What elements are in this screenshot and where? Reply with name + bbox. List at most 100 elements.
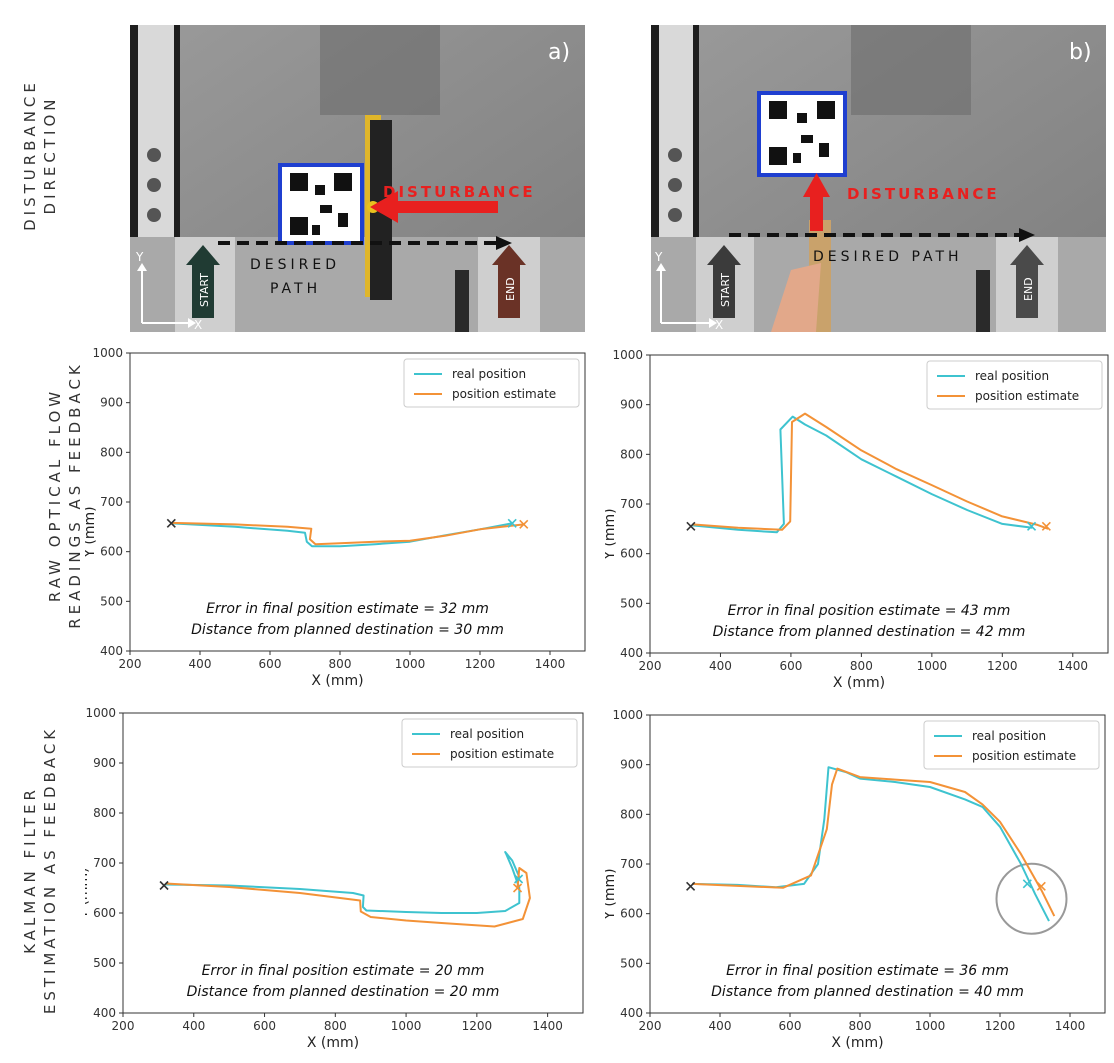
y-tick-label: 1000 (612, 708, 643, 722)
desired-path-label: DESIRED PATH (813, 249, 963, 265)
x-axis-label: X (mm) (307, 1035, 359, 1051)
position-estimate-line (165, 867, 531, 928)
y-tick-label: 800 (620, 447, 643, 461)
x-tick-label: 1000 (395, 657, 426, 671)
x-tick-label: 400 (709, 659, 732, 673)
endpoint-marker (159, 880, 169, 891)
y-tick-label: 1000 (92, 346, 123, 360)
x-tick-label: 200 (112, 1019, 135, 1033)
x-tick-label: 400 (182, 1019, 205, 1033)
endpoint-marker (1036, 881, 1046, 891)
axis-x-indicator: X (194, 318, 202, 332)
y-tick-label: 700 (620, 857, 643, 871)
endpoint-marker (507, 518, 517, 528)
legend-label: position estimate (972, 749, 1076, 763)
x-tick-label: 600 (259, 657, 282, 671)
photo-b: DISTURBANCE DESIRED PATH START END Y X b… (651, 25, 1106, 332)
y-tick-label: 400 (100, 644, 123, 658)
plot-raw-a: 200 400 600 800 1000 1200 1400 400 500 600 700 800 9… (82, 343, 595, 703)
x-tick-label: 800 (324, 1019, 347, 1033)
marker-stroke (507, 518, 517, 528)
row-label-line1: RAW OPTICAL FLOW (46, 387, 64, 603)
marker-stroke (1026, 521, 1037, 531)
y-tick-label: 1000 (85, 706, 116, 720)
y-tick-label: 700 (620, 497, 643, 511)
real-position-line (691, 766, 1050, 922)
x-tick-label: 1200 (462, 1019, 493, 1033)
marker-stroke (166, 518, 176, 528)
end-label: END (1022, 277, 1035, 301)
legend-label: position estimate (452, 387, 556, 401)
chart-raw-optical-flow-b: 200 400 600 800 1000 1200 14004005006007008009… (602, 348, 1109, 691)
disturbance-label: DISTURBANCE (383, 183, 536, 201)
y-tick-label: 900 (620, 758, 643, 772)
y-tick-label: 400 (620, 1006, 643, 1020)
row-label-line2: ESTIMATION AS FEEDBACK (41, 725, 59, 1015)
annotation-text: Distance from planned destination = 20 m… (187, 984, 500, 1000)
desired-path-label-line1: DESIRED (250, 257, 340, 273)
highlight-circle (995, 862, 1068, 935)
panel-label-b: b) (1069, 40, 1092, 65)
legend-label: real position (450, 727, 524, 741)
marker-stroke (512, 883, 523, 893)
x-tick-label: 600 (253, 1019, 276, 1033)
marker-stroke (1022, 879, 1032, 889)
annotation-text: Distance from planned destination = 42 m… (713, 624, 1026, 640)
x-tick-label: 1000 (917, 659, 948, 673)
x-tick-label: 1000 (391, 1019, 422, 1033)
marker-stroke (686, 881, 696, 891)
marker-stroke (686, 521, 696, 531)
endpoint-marker (686, 521, 696, 531)
legend-box (403, 358, 580, 408)
plot-kalman-a: 200 400 600 800 1000 1200 1400 400 500 600 700 800 9… (75, 703, 595, 1063)
photo-a-scene: DISTURBANCE DESIRED PATH START END Y X a… (130, 25, 585, 332)
axis-y-indicator: Y (135, 250, 144, 264)
x-tick-label: 1000 (915, 1019, 946, 1033)
y-tick-label: 500 (93, 956, 116, 970)
x-tick-label: 600 (779, 659, 802, 673)
y-tick-label: 400 (620, 646, 643, 660)
x-axis-label: X (mm) (831, 1035, 883, 1051)
y-tick-label: 800 (93, 806, 116, 820)
annotation-text: Error in final position estimate = 43 mm (728, 603, 1011, 619)
legend-box (923, 720, 1100, 770)
marker-stroke (159, 880, 169, 891)
y-tick-label: 500 (100, 594, 123, 608)
marker-stroke (514, 874, 524, 884)
x-tick-label: 1400 (532, 1019, 563, 1033)
chart-kalman-filter-a: 200 400 600 800 1000 1200 14004005006007008009… (75, 706, 584, 1051)
position-estimate-line (171, 521, 524, 546)
x-tick-label: 1200 (465, 657, 496, 671)
y-tick-label: 600 (93, 906, 116, 920)
y-tick-label: 700 (100, 495, 123, 509)
endpoint-marker (166, 518, 176, 528)
y-tick-label: 400 (93, 1006, 116, 1020)
y-tick-label: 900 (620, 398, 643, 412)
panel-label-a: a) (548, 40, 570, 65)
plot-raw-b: 200 400 600 800 1000 1200 1400 400 500 600 700 800 9… (602, 343, 1114, 703)
marker-stroke (1041, 521, 1051, 531)
chart-raw-optical-flow-a: 200 400 600 800 1000 1200 14004005006007008009… (82, 346, 586, 689)
real-position-line (165, 851, 521, 914)
x-tick-label: 200 (119, 657, 142, 671)
y-axis-label: Y (mm) (605, 508, 618, 560)
x-tick-label: 800 (329, 657, 352, 671)
x-tick-label: 1400 (1055, 1019, 1086, 1033)
x-tick-label: 200 (639, 1019, 662, 1033)
row-label-line2: DIRECTION (41, 95, 59, 215)
x-tick-label: 800 (849, 1019, 872, 1033)
endpoint-marker (1022, 879, 1032, 889)
start-label: START (198, 273, 211, 307)
endpoint-marker (519, 519, 529, 529)
position-estimate-line (692, 412, 1049, 531)
y-axis-label: Y (mm) (605, 868, 618, 920)
legend-label: real position (975, 369, 1049, 383)
x-tick-label: 800 (850, 659, 873, 673)
legend-box (926, 360, 1103, 410)
y-tick-label: 600 (620, 547, 643, 561)
end-label: END (504, 277, 517, 301)
endpoint-marker (686, 881, 696, 891)
y-tick-label: 500 (620, 596, 643, 610)
y-tick-label: 1000 (612, 348, 643, 362)
marker-stroke (519, 519, 529, 529)
